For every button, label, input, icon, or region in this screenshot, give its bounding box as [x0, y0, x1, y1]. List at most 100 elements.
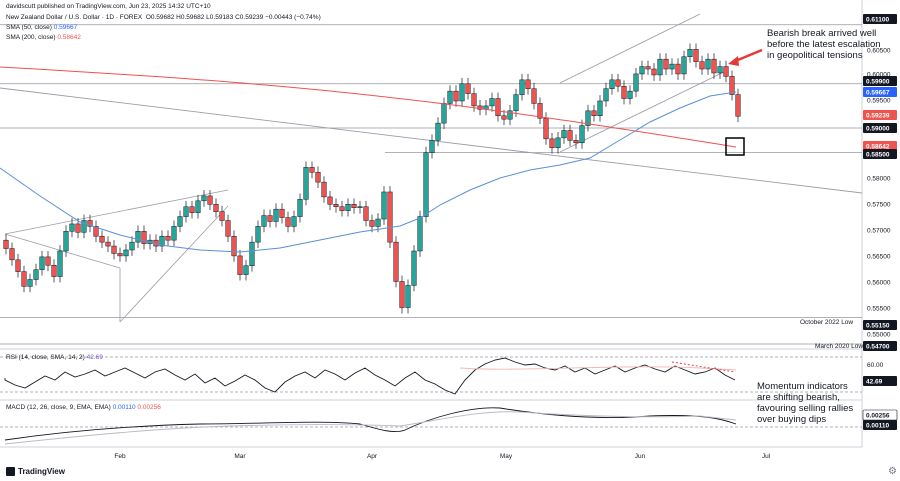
candle-body [9, 248, 15, 261]
price-tag-bg [863, 149, 897, 159]
candle [567, 124, 573, 147]
candle-body [573, 140, 579, 144]
candle [609, 73, 615, 95]
bearish-break-line-3: in geopolitical tensions [767, 50, 863, 61]
candle [213, 198, 219, 218]
candle [705, 53, 711, 75]
gear-icon[interactable]: ⚙ [888, 466, 897, 477]
candle [243, 259, 249, 281]
candle [345, 198, 351, 217]
candle-body [387, 191, 393, 243]
candle [411, 245, 417, 292]
candle-body [615, 79, 621, 87]
candle [453, 85, 459, 107]
price-tag: 0.58500 [863, 149, 897, 159]
candle-body [477, 105, 483, 110]
candle [735, 88, 741, 123]
price-tag-bg [863, 87, 897, 97]
candle [675, 58, 681, 80]
arrow-head [728, 56, 739, 66]
candle-body [69, 223, 75, 232]
candle [555, 131, 561, 154]
candle-body [255, 226, 261, 243]
candle-body [735, 94, 741, 117]
price-tag-label: 0.55150 [866, 323, 890, 330]
candle-body [537, 103, 543, 119]
candle-body [681, 56, 687, 75]
candle [273, 203, 279, 228]
candle-body [405, 285, 411, 308]
candle-body [279, 208, 285, 218]
rsi-line [4, 357, 736, 395]
candle-body [3, 239, 9, 249]
candle [429, 134, 435, 159]
candle-body [543, 117, 549, 140]
macd-legend: MACD (12, 26, close, 9, EMA, EMA) 0.0011… [6, 404, 161, 411]
candle [117, 247, 123, 262]
candle [255, 220, 261, 249]
price-tag: 0.58642 [863, 141, 897, 151]
candle [447, 85, 453, 110]
candle-body [33, 269, 39, 280]
y-tick-label: 0.57000 [867, 228, 891, 235]
candle-body [105, 241, 111, 247]
candle-body [633, 73, 639, 92]
momentum-line-4: over buying dips [757, 414, 827, 425]
candle [627, 85, 633, 105]
candle-body [411, 250, 417, 286]
candle-body [219, 211, 225, 221]
candle [669, 58, 675, 75]
price-tag-label: 0.58642 [866, 144, 890, 151]
candle-body [99, 235, 105, 243]
sma200-value: 0.58642 [57, 34, 81, 41]
candle-body [705, 58, 711, 70]
candle [711, 53, 717, 79]
candle [477, 100, 483, 116]
candle [435, 117, 441, 147]
x-tick-label: Apr [367, 453, 378, 460]
candle-body [63, 231, 69, 252]
rsi-tick-60: 60.00 [867, 362, 884, 369]
candle-body [237, 255, 243, 275]
candle [615, 73, 621, 93]
candle [51, 259, 57, 283]
macd-label: MACD (12, 26, close, 9, EMA, EMA) [6, 404, 111, 411]
candle-body [51, 264, 57, 277]
candle-body [627, 90, 633, 99]
candle [309, 161, 315, 179]
tradingview-brand: TradingView [6, 467, 65, 476]
y-tick-label: 0.58000 [867, 176, 891, 183]
bearish-break-line-2: before the latest escalation [767, 39, 881, 50]
candle [141, 225, 147, 250]
candle-body [423, 152, 429, 217]
candle-body [429, 140, 435, 153]
candle-body [207, 195, 213, 205]
candle [15, 253, 21, 278]
candle-body [273, 208, 279, 222]
price-tag-bg [863, 341, 897, 351]
candle [549, 132, 555, 154]
candle-body [393, 241, 399, 282]
candle-body [243, 265, 249, 275]
candle-body [261, 215, 267, 227]
candle [111, 240, 117, 260]
candle [573, 134, 579, 149]
rsi-label: RSI (14, close, SMA, 14, 2) [6, 354, 85, 361]
candle [171, 220, 177, 247]
candle [237, 250, 243, 281]
sma50-label: SMA (50, close) [6, 24, 52, 31]
candle [603, 82, 609, 107]
y-tick-label: 0.56500 [867, 254, 891, 261]
price-tag: 0.59239 [863, 110, 897, 120]
macd-signal-line [4, 411, 737, 445]
candle-body [363, 206, 369, 221]
price-tag: 0.59667 [863, 87, 897, 97]
momentum-line-2: are shifting bearish, [757, 392, 840, 403]
candle [3, 234, 9, 255]
candle [339, 200, 345, 217]
candle-body [171, 226, 177, 241]
candle [159, 230, 165, 252]
candle [81, 214, 87, 239]
candle [633, 68, 639, 98]
